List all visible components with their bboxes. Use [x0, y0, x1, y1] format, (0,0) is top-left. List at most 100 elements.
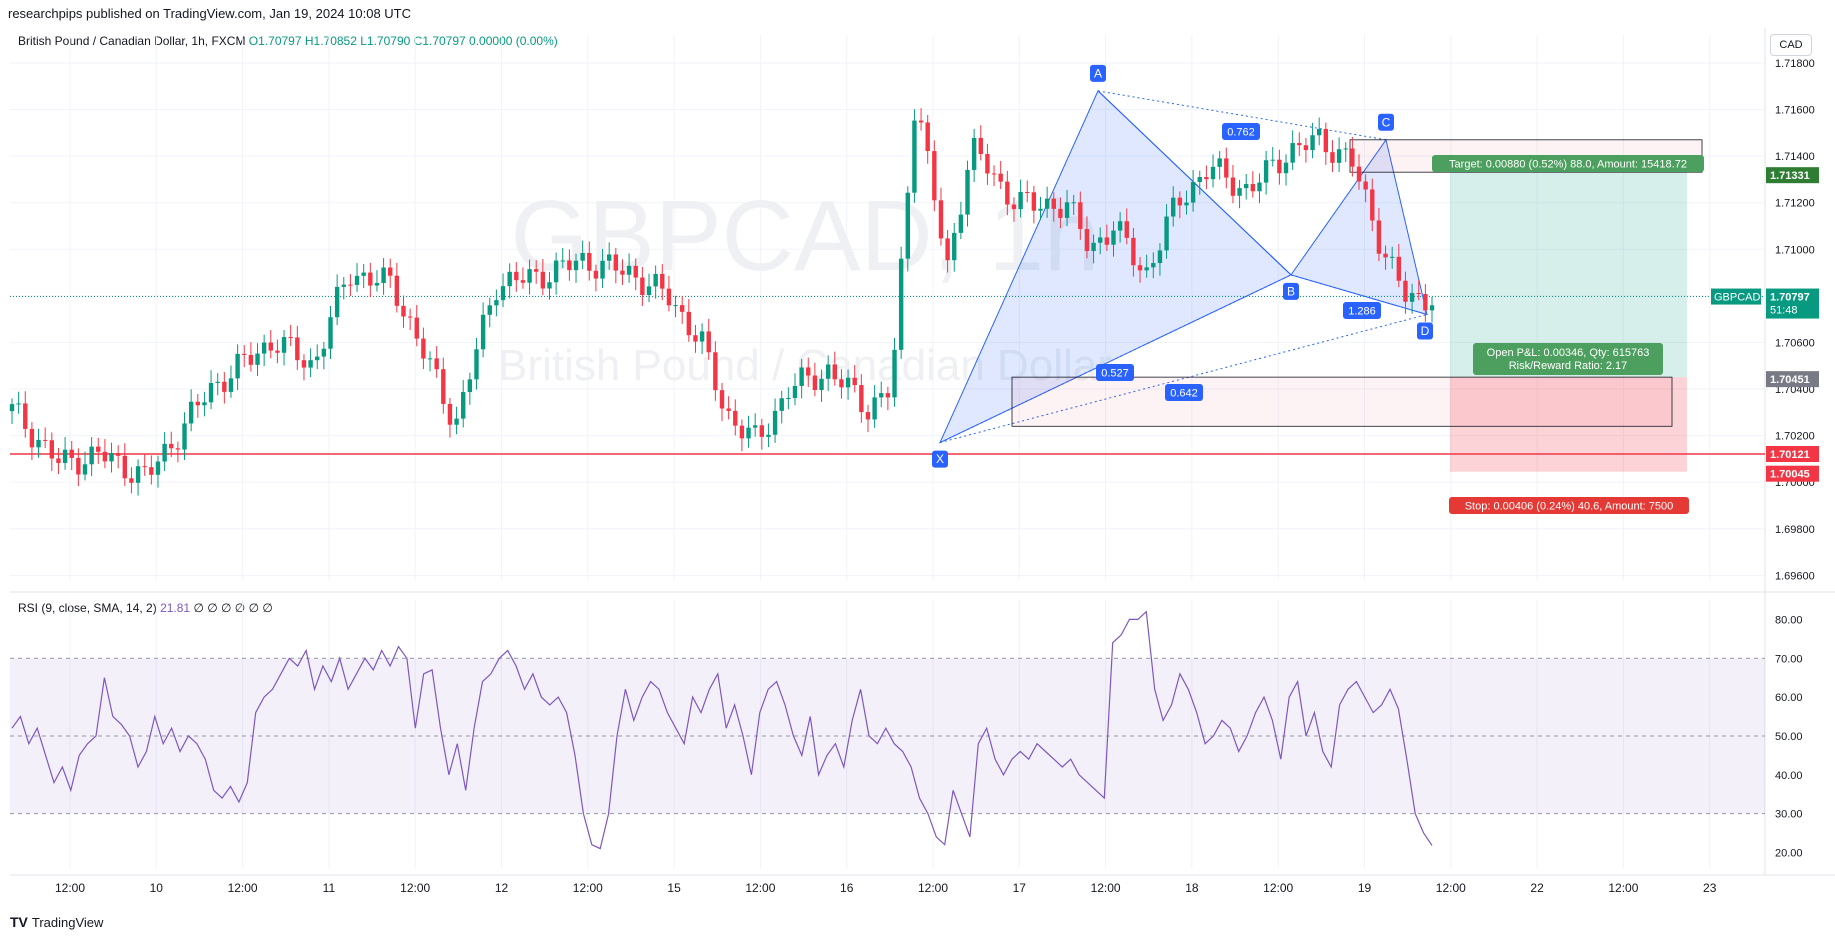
candle[interactable] [275, 339, 280, 364]
tradingview-footer[interactable]: TV TradingView [10, 914, 103, 930]
candle[interactable] [912, 109, 917, 203]
fib-ratio-label[interactable]: 0.762 [1222, 123, 1260, 140]
candle[interactable] [341, 276, 346, 300]
candle[interactable] [76, 448, 81, 487]
candle[interactable] [573, 253, 579, 283]
candle[interactable] [1111, 221, 1116, 257]
candle[interactable] [441, 357, 446, 414]
candle[interactable] [242, 345, 247, 368]
candle[interactable] [494, 289, 499, 317]
entry-price-label[interactable]: 1.70451 [1766, 371, 1819, 388]
candle[interactable] [593, 264, 599, 292]
candle[interactable] [892, 337, 897, 407]
candle[interactable] [640, 266, 645, 306]
candle[interactable] [348, 274, 353, 296]
candle[interactable] [1403, 271, 1408, 314]
candle[interactable] [1244, 174, 1249, 200]
candle[interactable] [766, 423, 771, 448]
currency-button[interactable]: CAD [1770, 34, 1812, 56]
demand-zone-box[interactable] [1011, 376, 1673, 427]
candle[interactable] [368, 262, 373, 298]
pattern-triangle-bcd[interactable] [1290, 138, 1428, 316]
candle[interactable] [759, 418, 765, 450]
candle[interactable] [1283, 154, 1289, 186]
candle[interactable] [1429, 296, 1435, 323]
candle[interactable] [726, 396, 731, 420]
candle[interactable] [29, 422, 35, 461]
candle[interactable] [772, 398, 778, 443]
candlestick-series[interactable] [9, 108, 1435, 496]
candle[interactable] [89, 437, 94, 477]
candle[interactable] [646, 273, 652, 303]
candle[interactable] [175, 441, 181, 463]
candle[interactable] [1370, 178, 1375, 232]
candle[interactable] [1018, 179, 1023, 218]
candle[interactable] [49, 432, 55, 471]
candle[interactable] [188, 389, 194, 432]
candle[interactable] [1098, 227, 1103, 255]
candle[interactable] [414, 305, 419, 347]
candle[interactable] [945, 230, 950, 273]
candle[interactable] [786, 387, 791, 410]
candle[interactable] [1389, 246, 1395, 269]
candle[interactable] [567, 249, 572, 281]
candle[interactable] [96, 437, 101, 464]
candle[interactable] [653, 265, 658, 299]
symbol-title[interactable]: British Pound / Canadian Dollar, 1h, FXC… [18, 34, 246, 48]
candle[interactable] [1423, 284, 1428, 322]
candle[interactable] [633, 258, 638, 291]
candle[interactable] [1104, 224, 1110, 252]
candle[interactable] [1217, 151, 1222, 180]
candle[interactable] [215, 373, 220, 396]
candle[interactable] [1171, 186, 1176, 227]
candle[interactable] [1356, 154, 1362, 190]
candle[interactable] [62, 436, 68, 470]
candle[interactable] [248, 342, 254, 372]
candle[interactable] [520, 267, 526, 289]
target-price-label[interactable]: 1.71331 [1766, 167, 1819, 184]
candle[interactable] [461, 379, 466, 428]
candle[interactable] [1210, 154, 1216, 188]
candle[interactable] [69, 440, 74, 471]
pattern-point-a[interactable]: A [1090, 64, 1106, 82]
candle[interactable] [155, 455, 161, 488]
candle[interactable] [991, 165, 997, 187]
candle[interactable] [1323, 122, 1329, 165]
candle[interactable] [985, 143, 990, 185]
candle[interactable] [394, 262, 400, 313]
candle[interactable] [1383, 245, 1388, 270]
candle[interactable] [1025, 180, 1030, 203]
candle[interactable] [547, 272, 552, 300]
candle[interactable] [334, 274, 340, 326]
fib-ratio-label[interactable]: 0.642 [1165, 384, 1203, 401]
candle[interactable] [228, 365, 234, 398]
candle[interactable] [182, 412, 187, 460]
candle[interactable] [1270, 146, 1275, 167]
candle[interactable] [1044, 186, 1050, 218]
candle[interactable] [971, 128, 977, 182]
candle[interactable] [925, 115, 930, 164]
candle[interactable] [1131, 227, 1136, 277]
candle[interactable] [792, 373, 798, 406]
candle[interactable] [1363, 174, 1368, 203]
candle[interactable] [235, 344, 240, 391]
rsi-pane[interactable] [10, 610, 1765, 850]
candle[interactable] [1316, 117, 1322, 146]
candle[interactable] [1005, 170, 1010, 216]
candle[interactable] [812, 362, 818, 397]
pattern-overlay[interactable]: X A B C D 0.762 1.286 0.527 0.642 Target: 0.00880… [932, 64, 1704, 514]
profit-zone[interactable] [1450, 172, 1687, 378]
candle[interactable] [1151, 252, 1156, 279]
candle[interactable] [222, 372, 227, 404]
candle[interactable] [427, 351, 433, 372]
target-label[interactable]: Target: 0.00880 (0.52%) 88.0, Amount: 15… [1432, 155, 1704, 172]
candle[interactable] [825, 355, 831, 391]
candle[interactable] [1058, 197, 1063, 229]
candle[interactable] [746, 415, 751, 448]
candle[interactable] [1250, 171, 1256, 198]
candle[interactable] [1071, 194, 1076, 215]
candle[interactable] [1277, 149, 1282, 185]
candle[interactable] [1084, 216, 1090, 259]
